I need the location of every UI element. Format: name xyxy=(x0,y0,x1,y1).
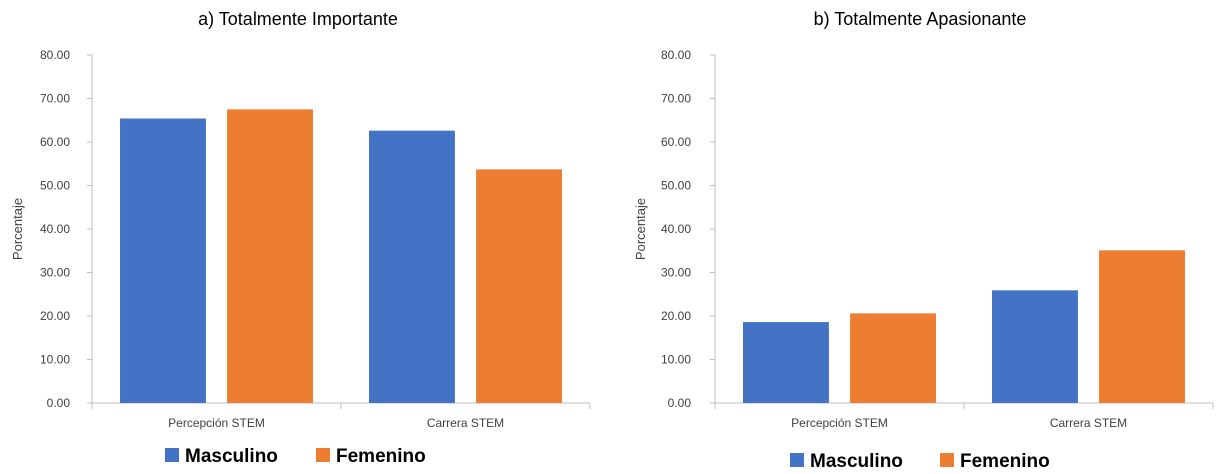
chart-b-bar-femenino xyxy=(1099,250,1185,403)
chart-b-title: b) Totalmente Apasionante xyxy=(814,9,1027,29)
chart-b-y-axis-label: Porcentaje xyxy=(633,198,648,260)
chart-a-legend-swatch-masculino xyxy=(165,448,179,462)
chart-a-y-tick-label: 0.00 xyxy=(47,396,71,410)
chart-a-legend-label-femenino: Femenino xyxy=(336,446,426,467)
chart-b-y-tick-label: 50.00 xyxy=(661,179,691,193)
chart-b-bar-masculino xyxy=(992,290,1078,403)
chart-a-y-tick-label: 10.00 xyxy=(40,353,70,367)
chart-a-category-label: Percepción STEM xyxy=(168,416,265,430)
chart-b-y-tick-label: 0.00 xyxy=(668,396,692,410)
chart-b-y-tick-label: 80.00 xyxy=(661,48,691,62)
chart-b-bar-masculino xyxy=(743,322,829,403)
chart-a-legend-swatch-femenino xyxy=(316,448,330,462)
chart-a-bar-masculino xyxy=(120,118,206,403)
chart-a-y-axis-label: Porcentaje xyxy=(10,198,25,260)
chart-a-title: a) Totalmente Importante xyxy=(198,9,398,29)
chart-b-y-tick-label: 20.00 xyxy=(661,309,691,323)
chart-a-bar-masculino xyxy=(369,130,455,403)
chart-a-legend-label-masculino: Masculino xyxy=(185,446,278,467)
chart-b-y-tick-label: 40.00 xyxy=(661,222,691,236)
chart-b-category-label: Percepción STEM xyxy=(791,416,888,430)
chart-b-legend-label-femenino: Femenino xyxy=(960,451,1050,472)
chart-b-y-tick-label: 10.00 xyxy=(661,353,691,367)
chart-b-category-label: Carrera STEM xyxy=(1050,416,1127,430)
chart-a-y-tick-label: 60.00 xyxy=(40,135,70,149)
chart-b-legend-swatch-masculino xyxy=(790,453,804,467)
chart-a-y-tick-label: 80.00 xyxy=(40,48,70,62)
chart-a-y-tick-label: 50.00 xyxy=(40,179,70,193)
chart-b-legend-swatch-femenino xyxy=(940,453,954,467)
chart-a-category-label: Carrera STEM xyxy=(427,416,504,430)
chart-a-y-tick-label: 40.00 xyxy=(40,222,70,236)
chart-b-y-tick-label: 70.00 xyxy=(661,92,691,106)
chart-b-bar-femenino xyxy=(850,313,936,403)
chart-b-legend-label-masculino: Masculino xyxy=(810,451,903,472)
chart-b-y-tick-label: 30.00 xyxy=(661,266,691,280)
chart-a-y-tick-label: 20.00 xyxy=(40,309,70,323)
chart-a-y-tick-label: 70.00 xyxy=(40,92,70,106)
chart-a-bar-femenino xyxy=(227,109,313,403)
chart-b-y-tick-label: 60.00 xyxy=(661,135,691,149)
chart-a-bar-femenino xyxy=(476,169,562,403)
chart-a-y-tick-label: 30.00 xyxy=(40,266,70,280)
